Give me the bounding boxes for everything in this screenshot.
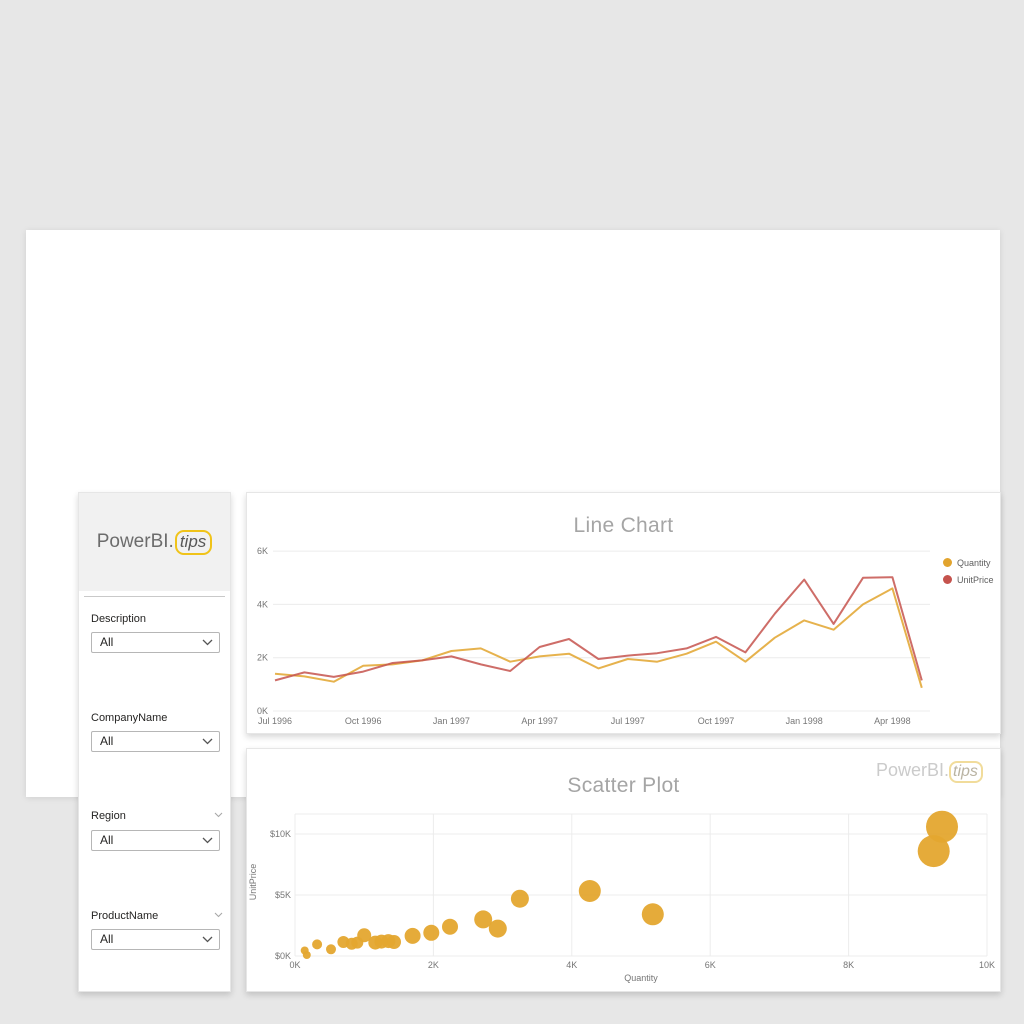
powerbi-tips-logo: PowerBI. tips bbox=[96, 530, 213, 555]
logo-tips-badge: tips bbox=[174, 530, 213, 555]
x-tick-label: Jan 1998 bbox=[786, 716, 823, 726]
x-tick-label: 8K bbox=[843, 960, 854, 970]
scatter-y-axis-title: UnitPrice bbox=[248, 863, 258, 901]
slicer-description: Description bbox=[91, 613, 221, 625]
scatter-bubble[interactable] bbox=[387, 935, 401, 949]
scatter-bubble[interactable] bbox=[926, 810, 958, 843]
logo-area: PowerBI. tips bbox=[79, 493, 230, 591]
chevron-down-icon[interactable] bbox=[202, 936, 213, 943]
scatter-bubble[interactable] bbox=[357, 928, 372, 943]
scatter-bubble[interactable] bbox=[442, 918, 458, 935]
logo-text: PowerBI. bbox=[96, 531, 174, 552]
dropdown-value: All bbox=[100, 833, 114, 847]
scatter-bubble[interactable] bbox=[423, 924, 440, 941]
scatter-bubble[interactable] bbox=[302, 951, 311, 959]
scatter-plot-title: Scatter Plot bbox=[567, 774, 680, 797]
y-tick-label: 4K bbox=[257, 599, 268, 609]
scatter-bubble[interactable] bbox=[404, 927, 421, 944]
x-tick-label: 4K bbox=[566, 960, 577, 970]
line-chart-svg: 0K 2K 4K 6K Jul 1996 Oct 1996 Jan 1997 Apr 1997… bbox=[257, 546, 930, 726]
x-tick-label: 10K bbox=[979, 960, 995, 970]
x-tick-label: Jul 1996 bbox=[258, 716, 292, 726]
watermark-tips-badge: tips bbox=[949, 761, 983, 783]
scatter-bubble[interactable] bbox=[474, 910, 493, 929]
scatter-plot-panel[interactable]: Scatter Plot 0K 2K 4K 6K 8K 10K $0K $5K $10K Qua… bbox=[246, 748, 1001, 992]
description-dropdown[interactable]: All bbox=[91, 632, 220, 653]
legend-item-quantity[interactable]: Quantity bbox=[943, 554, 994, 571]
dropdown-value: All bbox=[100, 734, 114, 748]
dropdown-value: All bbox=[100, 635, 114, 649]
divider bbox=[84, 596, 225, 597]
x-tick-label: Oct 1996 bbox=[345, 716, 382, 726]
slicer-label: CompanyName bbox=[91, 712, 168, 724]
scatter-bubble[interactable] bbox=[510, 889, 529, 908]
scatter-svg: 0K 2K 4K 6K 8K 10K $0K $5K $10K bbox=[270, 810, 995, 970]
slicer-label: ProductName bbox=[91, 910, 159, 922]
productname-dropdown[interactable]: All bbox=[91, 929, 220, 950]
chevron-down-icon[interactable] bbox=[214, 912, 223, 918]
report-canvas: PowerBI. tips Description All CompanyName… bbox=[26, 230, 1001, 992]
y-tick-label: 6K bbox=[257, 546, 268, 556]
y-tick-label: $10K bbox=[270, 829, 291, 839]
legend-item-unitprice[interactable]: UnitPrice bbox=[943, 571, 994, 588]
region-dropdown[interactable]: All bbox=[91, 830, 220, 851]
legend-label: UnitPrice bbox=[957, 574, 994, 585]
y-tick-label: $5K bbox=[275, 890, 291, 900]
scatter-bubble[interactable] bbox=[641, 903, 664, 926]
scatter-bubble[interactable] bbox=[917, 835, 950, 868]
legend-dot bbox=[943, 575, 952, 584]
chevron-down-icon[interactable] bbox=[202, 738, 213, 745]
x-tick-label: Apr 1997 bbox=[521, 716, 558, 726]
chevron-down-icon[interactable] bbox=[214, 812, 223, 818]
slicer-label: Region bbox=[91, 810, 126, 822]
legend-label: Quantity bbox=[957, 557, 991, 568]
x-tick-label: Oct 1997 bbox=[698, 716, 735, 726]
powerbi-tips-watermark: PowerBI. tips bbox=[876, 760, 983, 783]
x-tick-label: 0K bbox=[289, 960, 300, 970]
series-line-quantity[interactable] bbox=[274, 587, 923, 689]
x-tick-label: 2K bbox=[428, 960, 439, 970]
line-chart-legend: Quantity UnitPrice bbox=[943, 554, 994, 588]
series-line-unitprice[interactable] bbox=[274, 576, 923, 682]
chevron-down-icon[interactable] bbox=[202, 837, 213, 844]
chevron-down-icon[interactable] bbox=[202, 639, 213, 646]
line-chart-title: Line Chart bbox=[573, 514, 674, 537]
companyname-dropdown[interactable]: All bbox=[91, 731, 220, 752]
y-tick-label: $0K bbox=[275, 951, 291, 961]
y-tick-label: 2K bbox=[257, 653, 268, 663]
scatter-bubble[interactable] bbox=[326, 944, 336, 955]
x-tick-label: Apr 1998 bbox=[874, 716, 911, 726]
scatter-bubble[interactable] bbox=[488, 919, 507, 938]
scatter-bubble[interactable] bbox=[312, 939, 323, 950]
line-chart-panel[interactable]: Line Chart 0K 2K 4K 6K Jul 1996 Oct 1996 Jan 1… bbox=[246, 492, 1001, 734]
slicer-companyname: CompanyName bbox=[91, 712, 221, 724]
legend-dot bbox=[943, 558, 952, 567]
dropdown-value: All bbox=[100, 932, 114, 946]
filter-sidebar-panel: PowerBI. tips Description All CompanyName… bbox=[78, 492, 231, 992]
slicer-label: Description bbox=[91, 613, 147, 625]
x-tick-label: 6K bbox=[705, 960, 716, 970]
scatter-bubble[interactable] bbox=[578, 880, 601, 902]
watermark-text: PowerBI. bbox=[876, 760, 950, 780]
slicer-productname: ProductName bbox=[91, 910, 223, 922]
x-tick-label: Jan 1997 bbox=[433, 716, 470, 726]
x-tick-label: Jul 1997 bbox=[611, 716, 645, 726]
slicer-region: Region bbox=[91, 810, 223, 822]
y-tick-label: 0K bbox=[257, 706, 268, 716]
scatter-x-axis-title: Quantity bbox=[624, 973, 658, 983]
